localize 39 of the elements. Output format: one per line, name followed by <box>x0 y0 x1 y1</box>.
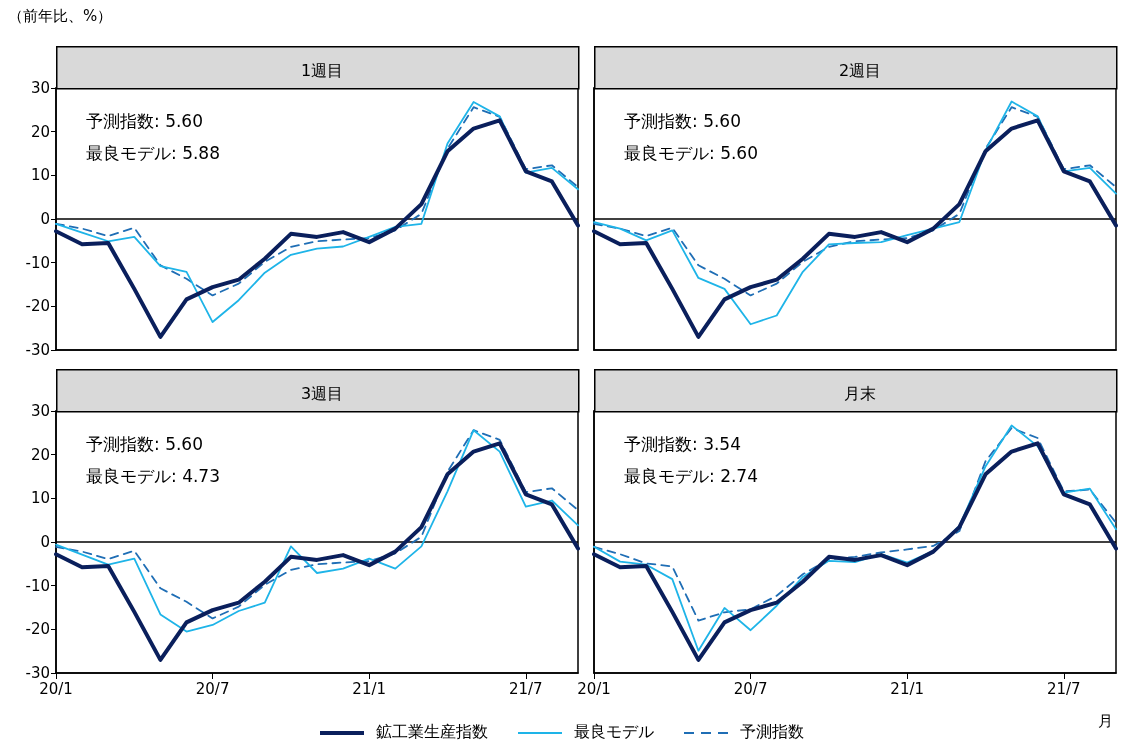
y-tick-label: 30 <box>30 79 50 97</box>
y-tick-label: 10 <box>30 166 50 185</box>
y-tick-label: -30 <box>25 341 50 359</box>
y-tick-label: 0 <box>40 533 50 551</box>
annotation: 予測指数: 3.54 <box>624 433 741 454</box>
chart-title: 1週目 <box>300 60 344 80</box>
y-axis-title: （前年比、%） <box>8 6 113 25</box>
x-tick-label: 21/7 <box>1046 679 1081 698</box>
x-tick-label: 20/1 <box>39 679 73 698</box>
annotation: 最良モデル: 4.73 <box>86 465 220 486</box>
chart-title: 2週目 <box>838 60 882 80</box>
legend-label: 最良モデル <box>573 722 654 743</box>
annotation: 最良モデル: 5.60 <box>624 142 758 163</box>
annotation: 予測指数: 5.60 <box>86 110 203 131</box>
y-tick-label: -20 <box>25 620 50 639</box>
legend-label: 予測指数 <box>739 722 804 743</box>
y-tick-label: -30 <box>25 664 50 682</box>
y-tick-label: -20 <box>25 297 50 316</box>
x-tick-label: 20/7 <box>195 679 230 698</box>
chart-title: 月末 <box>844 383 876 403</box>
y-tick-label: -10 <box>25 576 50 595</box>
y-tick-label: 20 <box>30 445 50 464</box>
x-axis-title: 月 <box>1098 711 1113 730</box>
x-tick-label: 21/1 <box>890 679 925 698</box>
y-tick-label: 10 <box>30 489 50 508</box>
y-tick-label: 0 <box>40 210 50 228</box>
x-tick-label: 20/7 <box>733 679 768 698</box>
legend-label: 鉱工業生産指数 <box>375 722 488 743</box>
annotation: 予測指数: 5.60 <box>86 433 203 454</box>
y-tick-label: -10 <box>25 253 50 272</box>
x-tick-label: 20/1 <box>577 679 611 698</box>
y-tick-label: 30 <box>30 402 50 420</box>
annotation: 最良モデル: 5.88 <box>86 142 220 163</box>
annotation: 予測指数: 5.60 <box>624 110 741 131</box>
x-tick-label: 21/1 <box>352 679 387 698</box>
y-tick-label: 20 <box>30 122 50 141</box>
chart-title: 3週目 <box>300 383 344 403</box>
annotation: 最良モデル: 2.74 <box>624 465 758 486</box>
x-tick-label: 21/7 <box>508 679 543 698</box>
